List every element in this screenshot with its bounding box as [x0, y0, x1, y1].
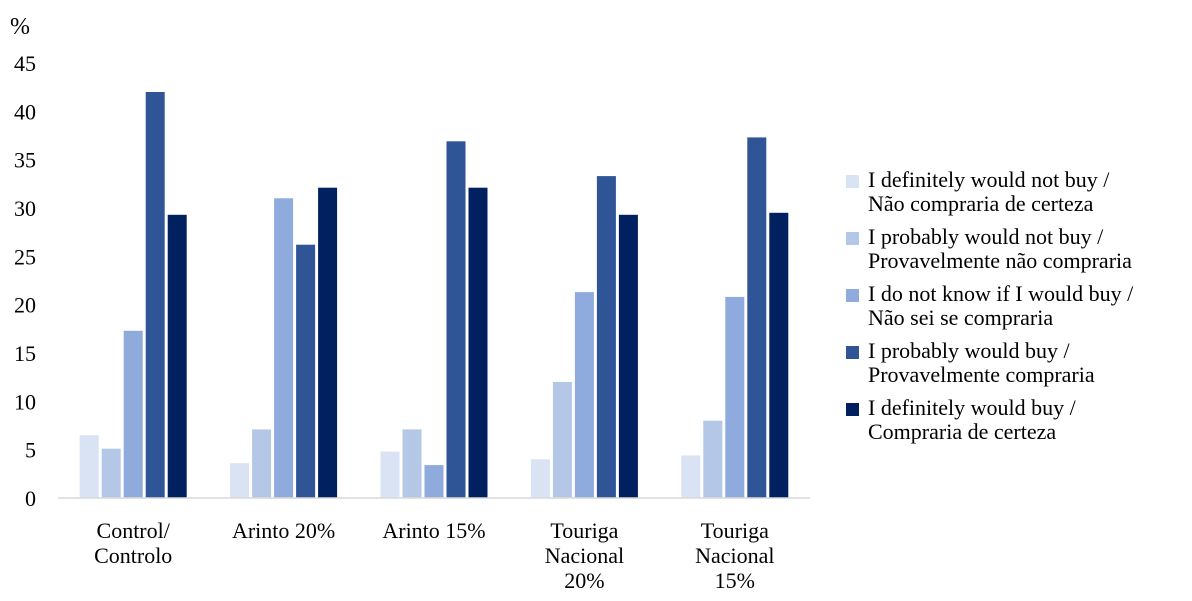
legend-label: I definitely would not buy / Não comprari… [868, 168, 1109, 216]
y-tick-label: 10 [14, 389, 36, 414]
bar-series-5-category-1 [167, 214, 187, 499]
bar-series-2-category-4 [552, 382, 572, 498]
y-tick-label: 15 [14, 341, 36, 366]
y-tick-label: 0 [25, 486, 36, 511]
bar-series-3-category-2 [274, 198, 294, 499]
x-tick-label-line: Touriga [550, 518, 618, 543]
x-tick-label-line: Arinto 20% [232, 518, 335, 543]
bar-series-5-category-4 [618, 214, 638, 499]
legend-label-line: Provavelmente não compraria [868, 248, 1132, 273]
x-axis-labels: Control/Controlo Arinto 20% Arinto 15% Tour… [94, 518, 774, 593]
bar-series-5-category-3 [468, 187, 488, 498]
bar-series-1-category-3 [380, 451, 400, 498]
bar-series-4-category-3 [446, 141, 466, 499]
bar-series-3-category-3 [424, 465, 444, 498]
x-tick-label-line: 20% [564, 568, 604, 593]
bar-series-4-category-1 [145, 92, 165, 498]
legend-swatch [846, 403, 859, 416]
y-tick-label: 30 [14, 196, 36, 221]
legend-swatch [846, 346, 859, 359]
y-tick-label: 25 [14, 244, 36, 269]
y-axis-ticks: 0 5 10 15 20 25 30 35 40 45 [14, 51, 36, 511]
legend: I definitely would not buy / Não comprari… [846, 168, 1186, 453]
bar-series-4-category-2 [296, 244, 316, 498]
bar-series-3-category-1 [123, 330, 143, 498]
x-tick-label-line: Touriga [701, 518, 769, 543]
x-tick-label-line: Control/ [97, 518, 171, 543]
legend-label-line: Compraria de certeza [868, 419, 1057, 444]
legend-swatch [846, 232, 859, 245]
legend-item: I do not know if I would buy / Não sei se… [846, 282, 1186, 330]
bar-series-2-category-5 [703, 420, 723, 498]
bar-series-1-category-5 [681, 455, 701, 498]
legend-swatch [846, 289, 859, 302]
y-tick-label: 20 [14, 293, 36, 318]
legend-label: I probably would not buy / Provavelmente … [868, 225, 1132, 273]
legend-item: I definitely would not buy / Não comprari… [846, 168, 1186, 216]
legend-label-line: I probably would not buy / [868, 224, 1104, 249]
legend-label-line: I definitely would not buy / [868, 167, 1110, 192]
legend-label-line: Não compraria de certeza [868, 191, 1094, 216]
bars [79, 92, 789, 499]
legend-swatch [846, 175, 859, 188]
legend-label: I do not know if I would buy / Não sei se… [868, 282, 1133, 330]
x-tick-label-line: Nacional [545, 543, 624, 568]
legend-label-line: Provavelmente compraria [868, 362, 1095, 387]
legend-label-line: I probably would buy / [868, 338, 1070, 363]
x-tick-label: Touriga Nacional 15% [695, 518, 774, 593]
legend-label-line: I definitely would buy / [868, 395, 1076, 420]
legend-label: I probably would buy / Provavelmente comp… [868, 339, 1095, 387]
bar-series-1-category-4 [530, 459, 550, 498]
bar-series-4-category-4 [596, 176, 616, 498]
bar-series-2-category-3 [402, 429, 422, 498]
x-tick-label-line: 15% [715, 568, 755, 593]
bar-series-3-category-4 [574, 292, 594, 498]
bar-series-1-category-1 [79, 435, 99, 498]
x-tick-label-line: Arinto 15% [382, 518, 485, 543]
x-tick-label-line: Controlo [94, 543, 172, 568]
bar-series-1-category-2 [230, 463, 250, 498]
x-tick-label: Arinto 20% [232, 518, 335, 543]
bar-series-5-category-2 [318, 187, 338, 498]
x-tick-label-line: Nacional [695, 543, 774, 568]
x-tick-label: Touriga Nacional 20% [545, 518, 624, 593]
y-tick-label: 45 [14, 51, 36, 76]
y-axis-label: % [10, 14, 30, 40]
bar-series-5-category-5 [769, 212, 789, 499]
x-tick-label: Arinto 15% [382, 518, 485, 543]
legend-item: I probably would buy / Provavelmente comp… [846, 339, 1186, 387]
y-tick-label: 35 [14, 148, 36, 173]
bar-series-2-category-1 [101, 448, 121, 498]
y-tick-label: 40 [14, 99, 36, 124]
legend-label: I definitely would buy / Compraria de cer… [868, 396, 1076, 444]
legend-label-line: Não sei se compraria [868, 305, 1054, 330]
bar-series-4-category-5 [747, 137, 767, 498]
legend-item: I probably would not buy / Provavelmente … [846, 225, 1186, 273]
bar-series-3-category-5 [725, 296, 745, 498]
legend-label-line: I do not know if I would buy / [868, 281, 1134, 306]
legend-item: I definitely would buy / Compraria de cer… [846, 396, 1186, 444]
x-tick-label: Control/Controlo [94, 518, 172, 568]
y-tick-label: 5 [25, 438, 36, 463]
bar-series-2-category-2 [252, 429, 272, 498]
